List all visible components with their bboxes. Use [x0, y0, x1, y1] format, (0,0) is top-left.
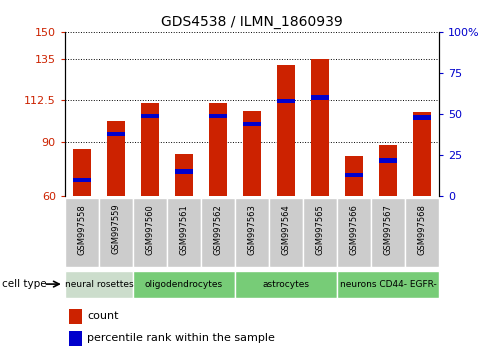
Bar [243, 122, 261, 126]
Bar [337, 270, 439, 298]
Title: GDS4538 / ILMN_1860939: GDS4538 / ILMN_1860939 [161, 16, 343, 29]
Bar [107, 132, 125, 136]
Text: GSM997563: GSM997563 [248, 204, 256, 255]
Bar [167, 198, 201, 267]
Bar [133, 198, 167, 267]
Text: GSM997565: GSM997565 [315, 204, 324, 255]
Bar [276, 99, 295, 103]
Text: neural rosettes: neural rosettes [64, 280, 133, 289]
Bar [345, 173, 363, 177]
Text: GSM997558: GSM997558 [77, 204, 86, 255]
Bar [65, 198, 99, 267]
Bar [72, 149, 91, 196]
Text: GSM997566: GSM997566 [350, 204, 359, 255]
Text: GSM997562: GSM997562 [214, 204, 223, 255]
Bar [243, 110, 261, 196]
Bar [276, 65, 295, 196]
Bar [209, 103, 228, 196]
Bar [413, 115, 432, 120]
Bar [209, 114, 228, 118]
Bar [337, 198, 371, 267]
Bar [133, 270, 235, 298]
Text: astrocytes: astrocytes [262, 280, 309, 289]
Bar [107, 121, 125, 196]
Bar [69, 331, 82, 346]
Bar [303, 198, 337, 267]
Text: GSM997561: GSM997561 [180, 204, 189, 255]
Bar [311, 59, 329, 196]
Text: GSM997568: GSM997568 [418, 204, 427, 255]
Text: neurons CD44- EGFR-: neurons CD44- EGFR- [340, 280, 437, 289]
Bar [371, 198, 405, 267]
Text: GSM997560: GSM997560 [145, 204, 154, 255]
Bar [141, 114, 159, 118]
Bar [345, 156, 363, 196]
Bar [379, 145, 397, 196]
Text: GSM997564: GSM997564 [281, 204, 290, 255]
Bar [269, 198, 303, 267]
Bar [175, 154, 193, 196]
Bar [201, 198, 235, 267]
Bar [72, 178, 91, 182]
Text: GSM997559: GSM997559 [111, 204, 120, 255]
Text: count: count [87, 312, 119, 321]
Bar [99, 198, 133, 267]
Bar [379, 158, 397, 162]
Bar [65, 270, 133, 298]
Bar [235, 198, 269, 267]
Text: GSM997567: GSM997567 [384, 204, 393, 255]
Bar [413, 112, 432, 196]
Bar [235, 270, 337, 298]
Text: oligodendrocytes: oligodendrocytes [145, 280, 223, 289]
Bar [141, 103, 159, 196]
Text: percentile rank within the sample: percentile rank within the sample [87, 333, 275, 343]
Bar [175, 170, 193, 174]
Bar [405, 198, 439, 267]
Text: cell type: cell type [2, 279, 47, 289]
Bar [311, 95, 329, 100]
Bar [69, 309, 82, 324]
